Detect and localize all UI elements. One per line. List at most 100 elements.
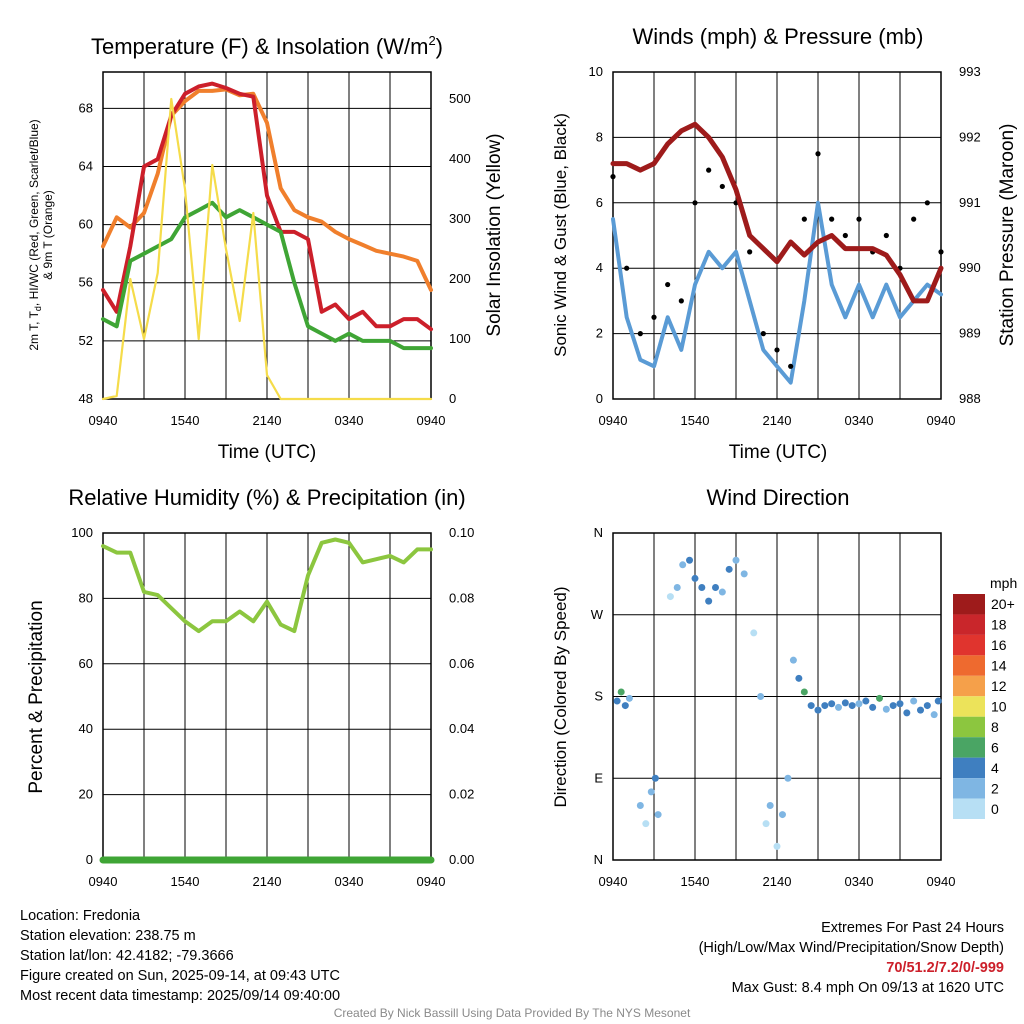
direction-point <box>718 588 726 596</box>
extremes-values: 70/51.2/7.2/0/-999 <box>886 960 1004 976</box>
extremes-info: Extremes For Past 24 Hours (High/Low/Max… <box>699 918 1004 998</box>
y-tick-label: 0 <box>86 852 93 867</box>
direction-point <box>821 702 829 710</box>
y-tick-label: N <box>594 852 603 867</box>
colorbar-swatch <box>953 634 985 656</box>
y2-tick-label: 991 <box>959 195 981 210</box>
colorbar-swatch <box>953 798 985 819</box>
winds-y-title: Sonic Wind & Gust (Blue, Black) <box>551 113 570 357</box>
y2-tick-label: 992 <box>959 129 981 144</box>
direction-point <box>896 700 904 708</box>
direction-point <box>934 697 942 705</box>
gust-point <box>692 200 698 206</box>
series-line-0 <box>611 200 943 385</box>
direction-point <box>773 842 781 850</box>
gust-point <box>924 200 930 206</box>
colorbar-swatch <box>953 716 985 738</box>
latlon-text: Station lat/lon: 42.4182; -79.3666 <box>20 948 234 964</box>
x-tick-label: 1540 <box>171 413 200 428</box>
direction-point <box>725 565 733 573</box>
direction-point <box>784 774 792 782</box>
colorbar-label: 2 <box>991 780 999 796</box>
temperature-x-title: Time (UTC) <box>218 442 317 463</box>
direction-point <box>862 697 870 705</box>
x-tick-label: 0940 <box>599 413 628 428</box>
gust-point <box>829 216 835 222</box>
colorbar-label: 8 <box>991 719 999 735</box>
x-tick-label: 0940 <box>89 874 118 889</box>
winds-panel: Winds (mph) & Pressure (mb) Time (UTC) S… <box>551 24 1018 463</box>
y2-tick-label: 0.02 <box>449 787 474 802</box>
direction-point <box>930 711 938 719</box>
colorbar-unit: mph <box>990 575 1017 591</box>
direction-point <box>673 584 681 591</box>
y2-tick-label: 990 <box>959 260 981 275</box>
gust-point <box>815 151 821 157</box>
y-tick-label: 48 <box>79 391 93 406</box>
direction-point <box>876 694 883 702</box>
y-tick-label: N <box>594 525 603 540</box>
colorbar-label: 20+ <box>991 596 1015 612</box>
y2-tick-label: 0.00 <box>449 852 474 867</box>
direction-point <box>757 693 765 700</box>
series-line-1 <box>101 81 433 332</box>
y-tick-label: 60 <box>79 656 93 671</box>
gust-point <box>678 298 684 304</box>
location-text: Location: Fredonia <box>20 908 141 924</box>
direction-point <box>732 556 740 564</box>
x-tick-label: 1540 <box>681 874 710 889</box>
direction-point <box>855 700 863 708</box>
y2-tick-label: 989 <box>959 326 981 341</box>
wind-direction-title: Wind Direction <box>706 485 849 510</box>
humidity-title: Relative Humidity (%) & Precipitation (i… <box>68 485 465 510</box>
direction-point <box>625 694 633 702</box>
gust-point <box>610 174 616 180</box>
colorbar: 20+ 18 16 14 12 10 8 6 4 2 0 <box>953 594 1015 819</box>
x-tick-label: 0940 <box>89 413 118 428</box>
direction-point <box>903 709 911 717</box>
direction-point <box>750 629 758 637</box>
y-tick-label: 56 <box>79 275 93 290</box>
y-tick-label: 64 <box>79 158 93 173</box>
series-line-3 <box>101 97 433 401</box>
y-tick-label: 4 <box>596 260 603 275</box>
direction-point <box>698 584 706 591</box>
wind-direction-panel: Wind Direction Direction (Colored By Spe… <box>551 485 1017 889</box>
gust-point <box>883 232 889 239</box>
direction-point <box>686 556 694 564</box>
colorbar-label: 4 <box>991 760 999 776</box>
winds-y2-title: Station Pressure (Maroon) <box>997 124 1018 347</box>
y2-tick-label: 400 <box>449 151 471 166</box>
gust-point <box>938 249 944 255</box>
y2-tick-label: 100 <box>449 331 471 346</box>
gust-point <box>747 249 753 255</box>
direction-point <box>835 703 842 711</box>
gust-point <box>719 183 725 190</box>
y-tick-label: 0 <box>596 391 603 406</box>
temperature-panel: Temperature (F) & Insolation (W/m2) Time… <box>27 33 505 463</box>
x-tick-label: 2140 <box>253 874 282 889</box>
direction-point <box>828 700 836 708</box>
y2-tick-label: 988 <box>959 391 981 406</box>
direction-point <box>705 597 713 605</box>
colorbar-swatch <box>953 778 985 799</box>
y2-tick-label: 0.04 <box>449 721 474 736</box>
recent-text: Most recent data timestamp: 2025/09/14 0… <box>20 988 341 1004</box>
x-tick-label: 0340 <box>335 413 364 428</box>
y-tick-label: 80 <box>79 590 93 605</box>
direction-point <box>910 697 918 705</box>
direction-point <box>617 688 625 696</box>
series-line-0 <box>101 537 433 634</box>
humidity-y-title: Percent & Precipitation <box>26 600 47 793</box>
created-text: Figure created on Sun, 2025-09-14, at 09… <box>20 968 340 984</box>
direction-point <box>778 811 786 819</box>
gust-point <box>911 216 917 222</box>
temperature-title: Temperature (F) & Insolation (W/m2) <box>91 33 443 59</box>
colorbar-label: 0 <box>991 801 999 817</box>
gust-point <box>842 232 848 239</box>
gust-point <box>760 331 766 337</box>
y-tick-label: 52 <box>79 333 93 348</box>
extremes-subheading: (High/Low/Max Wind/Precipitation/Snow De… <box>698 940 1004 956</box>
y-tick-label: 40 <box>79 721 93 736</box>
